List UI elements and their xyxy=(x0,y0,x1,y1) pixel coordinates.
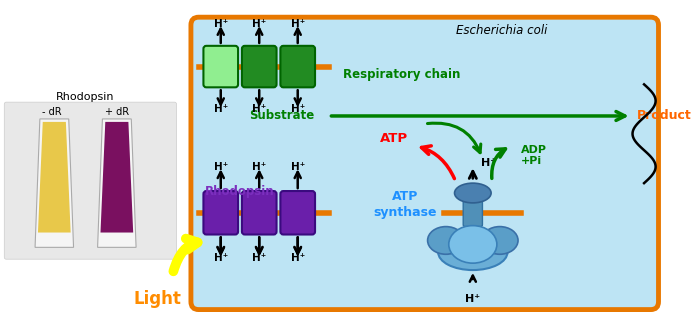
FancyBboxPatch shape xyxy=(4,102,176,259)
Ellipse shape xyxy=(454,183,491,203)
Text: H⁺: H⁺ xyxy=(214,19,228,29)
Ellipse shape xyxy=(438,235,508,270)
Ellipse shape xyxy=(428,227,464,254)
Text: ADP
+Pi: ADP +Pi xyxy=(521,145,547,166)
Ellipse shape xyxy=(449,226,497,263)
FancyBboxPatch shape xyxy=(204,46,238,87)
FancyBboxPatch shape xyxy=(191,17,659,310)
Text: ATP
synthase: ATP synthase xyxy=(374,190,438,219)
Polygon shape xyxy=(38,122,71,233)
FancyBboxPatch shape xyxy=(242,191,276,235)
Text: Rhodopsin: Rhodopsin xyxy=(205,185,275,198)
FancyArrowPatch shape xyxy=(428,123,481,153)
FancyBboxPatch shape xyxy=(463,193,482,227)
Ellipse shape xyxy=(482,227,518,254)
Text: H⁺: H⁺ xyxy=(466,294,480,304)
Text: H⁺: H⁺ xyxy=(480,159,496,168)
FancyArrowPatch shape xyxy=(491,149,505,178)
FancyBboxPatch shape xyxy=(281,46,315,87)
Text: H⁺: H⁺ xyxy=(214,162,228,172)
Text: Escherichia coli: Escherichia coli xyxy=(456,24,547,36)
Polygon shape xyxy=(101,122,133,233)
FancyBboxPatch shape xyxy=(281,191,315,235)
Text: H⁺: H⁺ xyxy=(290,19,304,29)
FancyArrowPatch shape xyxy=(174,239,197,271)
Text: - dR: - dR xyxy=(41,107,61,117)
Text: H⁺: H⁺ xyxy=(252,162,267,172)
FancyBboxPatch shape xyxy=(204,191,238,235)
Text: H⁺: H⁺ xyxy=(214,104,228,114)
Text: H⁺: H⁺ xyxy=(214,253,228,263)
Text: Substrate: Substrate xyxy=(250,110,315,122)
Polygon shape xyxy=(97,119,136,247)
Text: Product: Product xyxy=(636,110,691,122)
Text: Respiratory chain: Respiratory chain xyxy=(343,68,461,81)
Polygon shape xyxy=(35,119,74,247)
Text: H⁺: H⁺ xyxy=(290,253,304,263)
Text: ATP: ATP xyxy=(380,132,408,145)
FancyBboxPatch shape xyxy=(242,46,276,87)
FancyArrowPatch shape xyxy=(421,146,454,179)
Text: H⁺: H⁺ xyxy=(252,104,267,114)
Text: Rhodopsin: Rhodopsin xyxy=(56,92,114,102)
Text: H⁺: H⁺ xyxy=(252,19,267,29)
Text: H⁺: H⁺ xyxy=(290,104,304,114)
Text: H⁺: H⁺ xyxy=(252,253,267,263)
Text: H⁺: H⁺ xyxy=(290,162,304,172)
Text: + dR: + dR xyxy=(105,107,129,117)
Text: Light: Light xyxy=(133,290,181,308)
